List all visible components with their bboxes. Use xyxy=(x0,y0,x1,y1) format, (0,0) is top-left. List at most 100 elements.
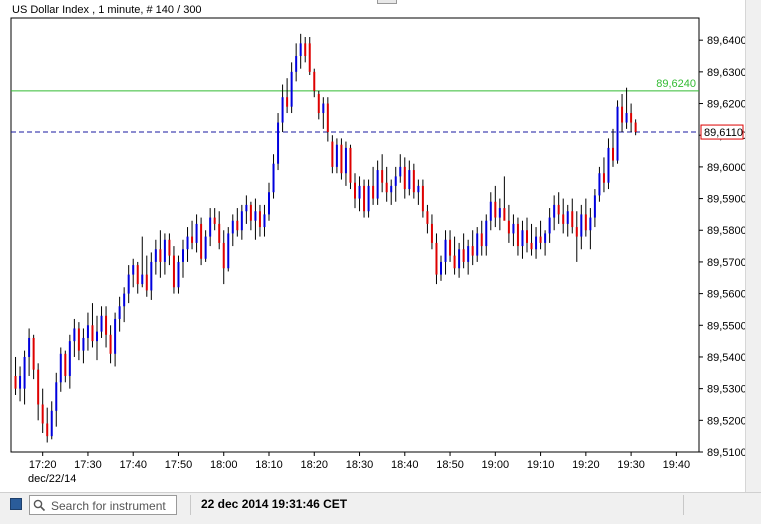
candle-body[interactable] xyxy=(562,214,565,224)
candle-body[interactable] xyxy=(136,265,139,285)
candle-body[interactable] xyxy=(231,220,234,234)
candle-body[interactable] xyxy=(526,230,528,243)
candle-body[interactable] xyxy=(200,223,203,259)
candle-body[interactable] xyxy=(105,315,108,335)
top-tab-handle[interactable] xyxy=(377,0,397,4)
candle-body[interactable] xyxy=(91,325,94,342)
candle-body[interactable] xyxy=(163,239,166,262)
candle-body[interactable] xyxy=(340,144,343,174)
candle-body[interactable] xyxy=(467,246,470,262)
candle-body[interactable] xyxy=(290,71,293,107)
candle-body[interactable] xyxy=(344,147,347,174)
candle-body[interactable] xyxy=(557,204,560,215)
candle-body[interactable] xyxy=(77,328,80,351)
candle-body[interactable] xyxy=(575,227,578,237)
candle-body[interactable] xyxy=(46,423,49,437)
candle-body[interactable] xyxy=(209,217,212,237)
candle-body[interactable] xyxy=(507,220,510,234)
candle-body[interactable] xyxy=(593,195,596,218)
candle-body[interactable] xyxy=(421,185,424,212)
candle-body[interactable] xyxy=(399,166,402,177)
price-chart[interactable]: 89,624089,640089,630089,620089,610089,60… xyxy=(0,0,761,492)
candle-body[interactable] xyxy=(213,217,216,224)
candle-body[interactable] xyxy=(516,223,519,247)
candle-body[interactable] xyxy=(412,170,415,193)
candle-body[interactable] xyxy=(159,249,162,262)
candle-body[interactable] xyxy=(258,211,261,228)
candle-body[interactable] xyxy=(286,97,289,107)
candle-body[interactable] xyxy=(154,249,157,262)
candle-body[interactable] xyxy=(476,233,479,256)
candle-body[interactable] xyxy=(313,71,316,91)
candle-body[interactable] xyxy=(372,185,375,199)
candle-body[interactable] xyxy=(480,233,483,247)
candle-body[interactable] xyxy=(331,141,334,167)
instrument-search-field[interactable]: Search for instrument xyxy=(29,495,177,515)
candle-body[interactable] xyxy=(539,236,542,243)
candle-body[interactable] xyxy=(272,163,275,193)
candle-body[interactable] xyxy=(494,201,497,218)
candle-body[interactable] xyxy=(440,261,442,275)
candle-body[interactable] xyxy=(186,236,189,250)
candle-body[interactable] xyxy=(204,236,207,259)
candle-body[interactable] xyxy=(462,249,465,262)
candle-body[interactable] xyxy=(602,173,605,183)
candle-body[interactable] xyxy=(41,404,44,424)
candle-body[interactable] xyxy=(326,103,329,133)
candle-body[interactable] xyxy=(100,315,103,332)
candle-body[interactable] xyxy=(381,170,384,183)
candle-body[interactable] xyxy=(485,220,488,247)
candle-body[interactable] xyxy=(86,325,89,338)
candle-body[interactable] xyxy=(358,185,361,199)
candle-body[interactable] xyxy=(444,239,447,262)
candle-body[interactable] xyxy=(268,192,270,215)
candle-body[interactable] xyxy=(349,147,352,183)
candle-body[interactable] xyxy=(503,208,506,221)
candle-body[interactable] xyxy=(109,334,112,354)
candle-body[interactable] xyxy=(23,356,26,389)
candle-body[interactable] xyxy=(616,106,619,161)
candle-body[interactable] xyxy=(512,223,515,234)
candle-body[interactable] xyxy=(367,185,370,212)
candle-body[interactable] xyxy=(589,217,592,231)
candle-body[interactable] xyxy=(263,214,266,228)
candle-body[interactable] xyxy=(403,166,406,190)
candle-body[interactable] xyxy=(68,341,71,376)
candle-body[interactable] xyxy=(607,147,610,183)
candle-body[interactable] xyxy=(177,261,180,288)
candle-body[interactable] xyxy=(426,211,429,224)
candle-body[interactable] xyxy=(430,223,433,243)
candle-body[interactable] xyxy=(191,236,194,243)
candle-body[interactable] xyxy=(625,113,628,123)
candle-body[interactable] xyxy=(236,220,239,231)
candle-body[interactable] xyxy=(553,204,556,218)
vertical-scrollbar[interactable] xyxy=(745,0,761,492)
candle-body[interactable] xyxy=(580,214,583,237)
candle-body[interactable] xyxy=(584,214,587,231)
candle-body[interactable] xyxy=(240,211,243,231)
candle-body[interactable] xyxy=(118,306,121,319)
candle-body[interactable] xyxy=(571,211,574,228)
candle-body[interactable] xyxy=(308,43,311,72)
plot-area[interactable] xyxy=(10,17,700,453)
candle-body[interactable] xyxy=(489,201,492,221)
candle-body[interactable] xyxy=(612,147,614,161)
candle-body[interactable] xyxy=(621,106,624,123)
candle-body[interactable] xyxy=(322,103,325,114)
candle-body[interactable] xyxy=(55,382,58,411)
candle-body[interactable] xyxy=(222,242,225,269)
candle-body[interactable] xyxy=(28,337,31,357)
candle-body[interactable] xyxy=(394,176,397,186)
candle-body[interactable] xyxy=(471,246,474,256)
candle-body[interactable] xyxy=(385,182,388,193)
candle-body[interactable] xyxy=(141,274,144,285)
candle-body[interactable] xyxy=(195,223,198,243)
candle-body[interactable] xyxy=(295,56,298,72)
candle-body[interactable] xyxy=(335,144,338,167)
candle-body[interactable] xyxy=(408,170,411,190)
candle-body[interactable] xyxy=(64,353,67,376)
candle-body[interactable] xyxy=(634,122,637,133)
candle-body[interactable] xyxy=(317,94,320,114)
candle-body[interactable] xyxy=(363,185,366,212)
candle-body[interactable] xyxy=(548,217,551,234)
